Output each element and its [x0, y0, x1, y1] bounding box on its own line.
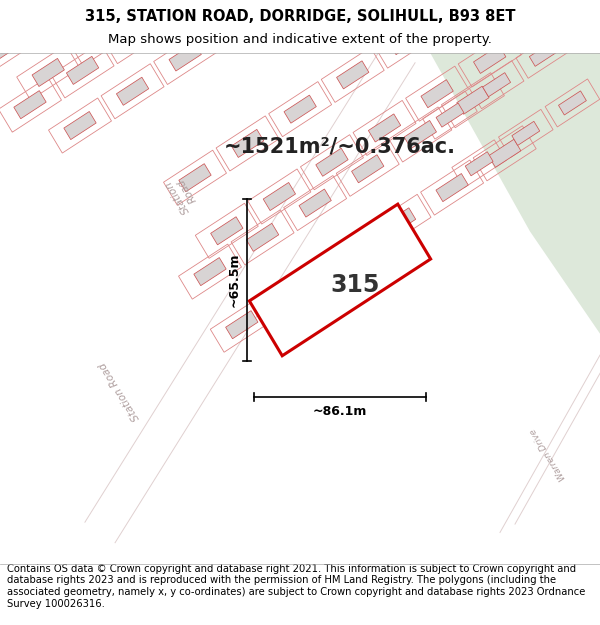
Polygon shape	[211, 217, 243, 245]
Text: ~65.5m: ~65.5m	[228, 253, 241, 308]
Polygon shape	[352, 155, 384, 183]
Polygon shape	[331, 242, 363, 270]
Polygon shape	[274, 0, 307, 2]
Text: Map shows position and indicative extent of the property.: Map shows position and indicative extent…	[108, 32, 492, 46]
Polygon shape	[316, 148, 348, 176]
Text: Contains OS data © Crown copyright and database right 2021. This information is : Contains OS data © Crown copyright and d…	[7, 564, 586, 609]
Polygon shape	[263, 182, 296, 211]
Polygon shape	[35, 3, 67, 31]
Polygon shape	[172, 0, 204, 16]
Polygon shape	[404, 121, 436, 149]
Polygon shape	[559, 91, 586, 115]
Polygon shape	[14, 91, 46, 119]
Polygon shape	[436, 174, 468, 202]
Text: ~1521m²/~0.376ac.: ~1521m²/~0.376ac.	[224, 136, 456, 156]
Polygon shape	[436, 103, 464, 127]
Polygon shape	[442, 0, 474, 21]
Polygon shape	[284, 95, 316, 123]
Text: Warren Drive: Warren Drive	[529, 427, 568, 482]
Polygon shape	[194, 258, 226, 286]
Polygon shape	[221, 9, 254, 37]
Polygon shape	[226, 311, 258, 339]
Text: 315, STATION ROAD, DORRIDGE, SOLIHULL, B93 8ET: 315, STATION ROAD, DORRIDGE, SOLIHULL, B…	[85, 9, 515, 24]
Polygon shape	[232, 129, 264, 158]
Polygon shape	[465, 152, 493, 176]
Polygon shape	[299, 189, 331, 217]
Polygon shape	[137, 0, 170, 18]
Polygon shape	[0, 38, 14, 66]
Polygon shape	[368, 114, 401, 142]
Polygon shape	[278, 276, 311, 304]
Polygon shape	[473, 46, 506, 74]
Polygon shape	[337, 61, 369, 89]
Text: 315: 315	[331, 273, 380, 297]
Polygon shape	[247, 223, 279, 251]
Polygon shape	[119, 22, 151, 50]
Polygon shape	[32, 58, 64, 86]
Polygon shape	[64, 111, 96, 139]
Text: Station Road: Station Road	[98, 361, 142, 423]
Polygon shape	[483, 72, 511, 97]
Polygon shape	[430, 52, 600, 334]
Polygon shape	[85, 24, 117, 52]
Polygon shape	[421, 79, 453, 107]
Polygon shape	[512, 121, 540, 146]
Polygon shape	[67, 56, 99, 84]
Polygon shape	[526, 11, 559, 39]
Polygon shape	[116, 78, 149, 105]
Text: ~86.1m: ~86.1m	[313, 405, 367, 418]
Polygon shape	[179, 164, 211, 192]
Polygon shape	[529, 42, 557, 66]
Polygon shape	[457, 86, 489, 114]
Polygon shape	[383, 208, 416, 236]
Polygon shape	[488, 139, 521, 168]
Text: Station
Road: Station Road	[163, 172, 201, 215]
Polygon shape	[250, 204, 431, 356]
Polygon shape	[389, 26, 421, 54]
Polygon shape	[169, 43, 202, 71]
